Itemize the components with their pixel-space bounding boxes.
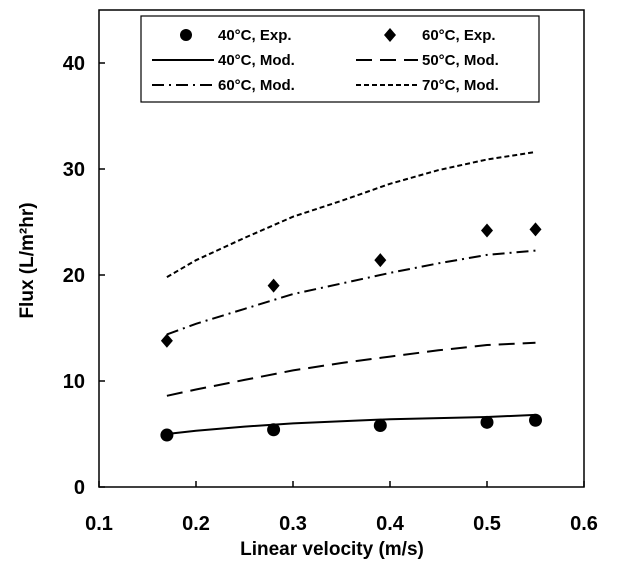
data-point-circle	[529, 413, 542, 427]
series-line-5	[166, 151, 536, 278]
data-point-circle	[160, 428, 174, 442]
y-tick-label: 10	[63, 371, 85, 393]
legend-label: 50°C, Mod.	[422, 52, 499, 69]
data-point-diamond	[160, 333, 173, 348]
data-point-circle	[373, 419, 387, 433]
series-line-4	[166, 249, 536, 336]
series-line-3	[166, 341, 536, 397]
y-axis-title: Flux (L/m²hr)	[17, 202, 38, 318]
plot-area-frame	[98, 9, 585, 488]
legend-label: 40°C, Exp.	[218, 27, 292, 44]
data-point-diamond	[267, 278, 280, 293]
x-tick-label: 0.3	[279, 513, 307, 535]
y-tick-label: 30	[63, 159, 85, 181]
x-axis-title: Linear velocity (m/s)	[240, 539, 424, 560]
series-layer	[160, 151, 542, 442]
series-line-2	[166, 413, 536, 435]
data-point-diamond	[481, 223, 493, 238]
y-tick-label: 40	[63, 53, 85, 75]
legend-label: 60°C, Mod.	[218, 77, 295, 94]
legend-label: 40°C, Mod.	[218, 52, 295, 69]
x-tick-label: 0.6	[570, 513, 598, 535]
y-tick-label: 0	[74, 477, 85, 499]
x-tick-label: 0.5	[473, 513, 501, 535]
data-point-circle	[480, 415, 494, 429]
x-tick-label: 0.4	[376, 513, 405, 535]
legend-label: 70°C, Mod.	[422, 77, 499, 94]
data-point-diamond	[374, 253, 387, 268]
data-point-circle	[267, 423, 281, 437]
axes-layer: 0.1 0.2 0.3 0.4 0.5 0.6 0 10 20 30 40	[63, 53, 598, 535]
legend-marker-circle	[180, 29, 192, 41]
legend-label: 60°C, Exp.	[422, 27, 496, 44]
legend: 40°C, Exp. 60°C, Exp. 40°C, Mod. 50°C, Mod.…	[140, 15, 540, 103]
legend-marker-diamond	[384, 28, 396, 42]
x-tick-label: 0.1	[85, 513, 113, 535]
y-tick-label: 20	[63, 265, 85, 287]
x-tick-label: 0.2	[182, 513, 210, 535]
data-point-diamond	[529, 222, 542, 237]
